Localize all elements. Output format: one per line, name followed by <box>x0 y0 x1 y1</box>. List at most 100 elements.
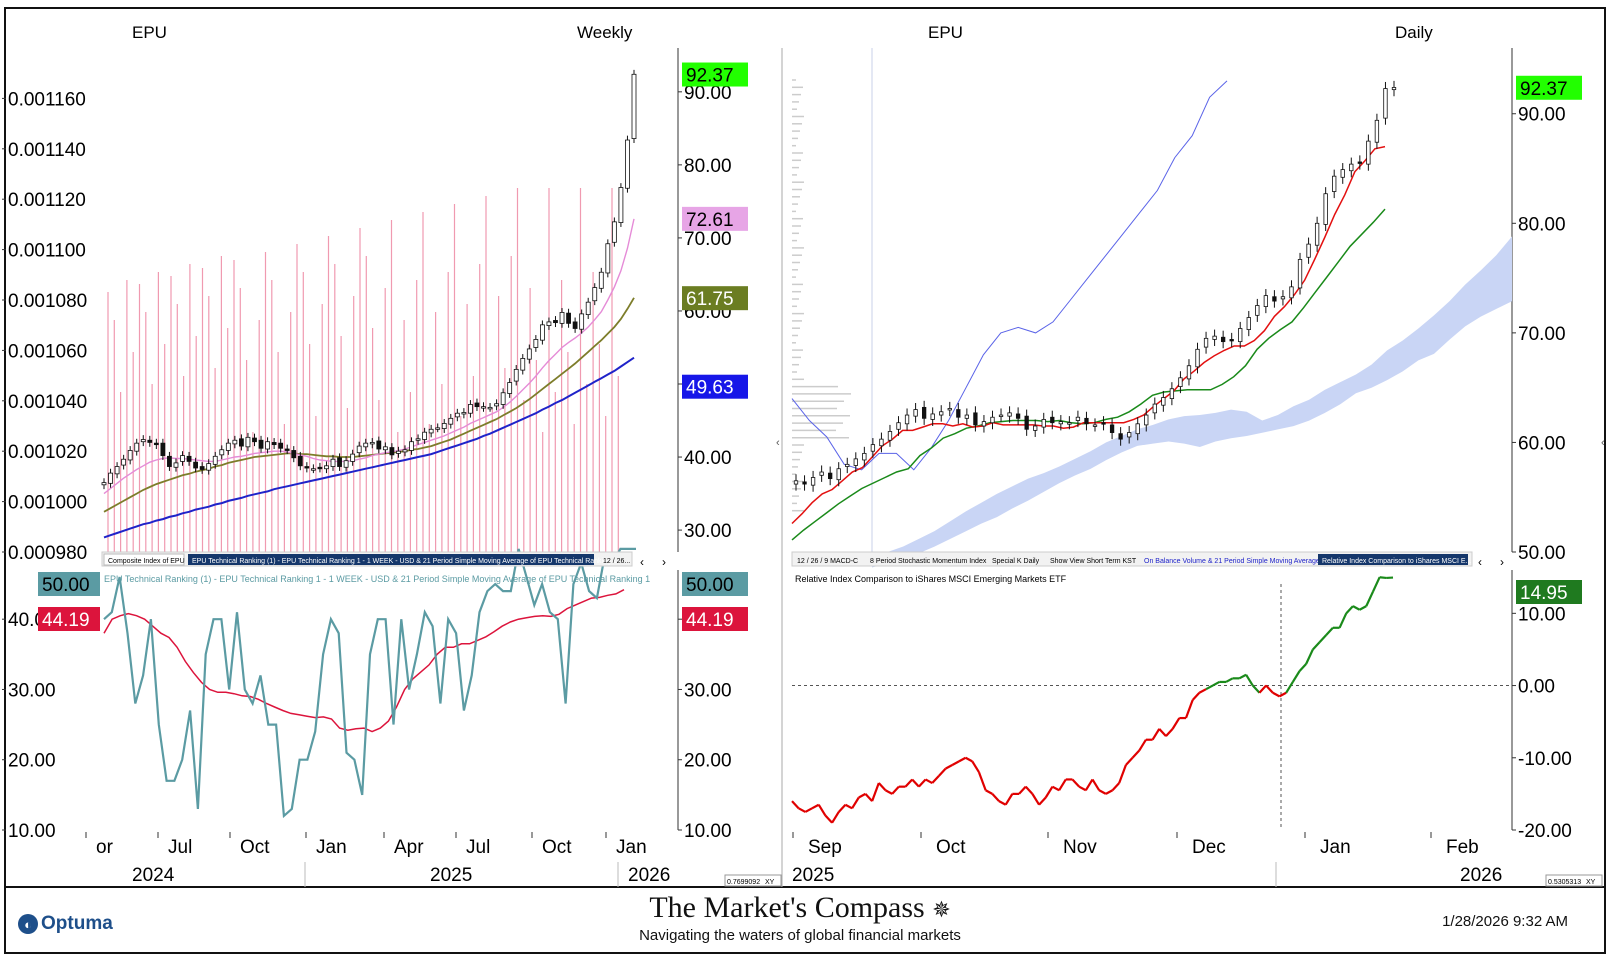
left-scale-box[interactable] <box>724 874 782 887</box>
relative-line-segment <box>1305 648 1314 665</box>
daily-candle <box>887 431 893 441</box>
relative-line-segment <box>931 775 940 784</box>
right-scale-box[interactable] <box>1545 874 1603 887</box>
weekly-candle <box>121 458 127 466</box>
right-tab-label-4[interactable]: On Balance Volume & 21 Period Simple Mov… <box>1144 558 1320 565</box>
relative-line-segment <box>1111 782 1121 792</box>
left-tab-0[interactable] <box>103 553 185 566</box>
relative-line-segment <box>824 814 833 824</box>
relative-line-segment <box>891 785 900 795</box>
daily-candle <box>1323 193 1328 225</box>
weekly-candle <box>350 453 356 462</box>
weekly-candle <box>225 442 231 451</box>
weekly-right-axis-label: 30.00 <box>684 521 732 542</box>
weekly-right-axis-label: 90.00 <box>684 83 732 104</box>
daily-green-line <box>791 208 1386 541</box>
weekly-candle <box>448 417 454 425</box>
weekly-candle <box>441 423 447 429</box>
daily-candle <box>947 408 952 411</box>
weekly-candle <box>559 312 565 324</box>
relative-line-segment <box>1371 576 1381 593</box>
daily-candle <box>1212 335 1217 340</box>
daily-candle <box>1383 88 1388 119</box>
left-period: Weekly <box>577 23 633 42</box>
daily-candle <box>1357 161 1362 164</box>
compass-rose-icon: ✵ <box>932 897 951 922</box>
right-scale-value: 0.5305313 <box>1548 879 1581 886</box>
relative-line-segment <box>1098 789 1107 795</box>
relative-line-segment <box>1004 793 1014 806</box>
right-tab-bar: 12 / 26 / 9 MACD-C 8 Period Stochastic M… <box>791 551 1504 569</box>
ranking-left-badge: 50.00 <box>42 575 90 596</box>
right-tab-prev-icon[interactable]: ‹ <box>1478 555 1482 569</box>
timestamp: 1/28/2026 9:32 AM <box>1442 913 1568 930</box>
relative-line-segment <box>1024 785 1034 795</box>
relative-line-segment <box>884 789 893 795</box>
weekly-candle <box>461 412 467 415</box>
weekly-left-axis-label: 0.001100 <box>8 241 86 262</box>
weekly-price-chart[interactable]: 0.000980 0.001000 0.001020 0.001040 0.001060… <box>2 48 748 564</box>
daily-price-badge-bg <box>1516 75 1582 100</box>
left-x-year-label: 2026 <box>628 865 670 886</box>
right-x-month-label: Oct <box>936 837 966 858</box>
relative-line-segment <box>1212 680 1220 687</box>
weekly-candle <box>108 472 113 484</box>
weekly-sma-olive-line <box>103 297 635 513</box>
relative-line-segment <box>1191 692 1201 701</box>
weekly-candle <box>605 243 611 274</box>
daily-candle <box>1015 413 1021 419</box>
relative-ratio-badge-bg <box>1516 580 1582 604</box>
relative-line-segment <box>1018 785 1027 795</box>
relative-line-segment <box>998 800 1007 806</box>
left-scale-value: 0.7699092 <box>727 879 760 886</box>
left-tab-prev-icon[interactable]: ‹ <box>640 555 644 569</box>
relative-line-segment <box>1071 778 1080 788</box>
daily-candle <box>1152 403 1157 414</box>
daily-candle <box>1203 337 1209 348</box>
right-tab-next-icon[interactable]: › <box>1500 555 1504 569</box>
daily-candle <box>921 406 927 419</box>
left-tab-next-icon[interactable]: › <box>662 555 666 569</box>
relative-line-segment <box>1138 739 1147 752</box>
relative-right-axis-label: 10.00 <box>1518 604 1566 625</box>
relative-line-segment <box>837 803 847 813</box>
left-panel-scroll-icon[interactable]: ‹ <box>776 437 780 449</box>
weekly-candle <box>507 382 513 394</box>
left-tab-bar: Composite Index of EPU EPU Technical Ran… <box>101 551 666 569</box>
daily-candle <box>1186 365 1192 380</box>
daily-candle <box>990 416 995 424</box>
daily-candle <box>1195 348 1200 368</box>
brand-title: The Market's Compass <box>649 891 925 924</box>
left-tab-1[interactable] <box>188 554 594 565</box>
weekly-candle <box>291 450 297 459</box>
optuma-logo-text: Optuma <box>41 913 113 934</box>
daily-candle <box>862 452 867 461</box>
weekly-candle <box>376 440 382 450</box>
daily-right-axis-label: 70.00 <box>1518 324 1566 345</box>
weekly-candle <box>167 455 172 467</box>
right-tab-label-3[interactable]: Show View Short Term KST <box>1050 558 1137 565</box>
right-tab-label-0[interactable]: 12 / 26 / 9 MACD-C <box>797 558 858 565</box>
right-tab-label-2[interactable]: Special K Daily <box>992 558 1040 565</box>
right-panel-scroll-icon[interactable]: ‹ <box>1601 437 1605 449</box>
weekly-candle <box>579 313 585 330</box>
daily-right-axis-label: 50.00 <box>1518 543 1566 564</box>
right-x-month-label: Sep <box>808 837 842 858</box>
daily-candle <box>1144 414 1149 426</box>
weekly-ranking-chart[interactable]: 10.0020.0030.0040.0010.0020.0030.0040.00… <box>2 547 748 842</box>
daily-price-chart[interactable]: 50.00 60.00 70.00 80.00 90.00 92.37 <box>791 48 1582 568</box>
relative-line-segment <box>1338 612 1348 629</box>
daily-candle <box>1135 423 1140 435</box>
relative-line-segment <box>1118 764 1127 784</box>
brand-subtitle: Navigating the waters of global financia… <box>639 927 961 944</box>
relative-line-segment <box>965 756 973 763</box>
weekly-left-axis-label: 0.001160 <box>8 89 86 110</box>
right-tab-label-1[interactable]: 8 Period Stochastic Momentum Index <box>870 558 987 565</box>
daily-candle <box>998 414 1004 417</box>
daily-candle <box>1366 140 1371 165</box>
weekly-candle <box>330 458 336 467</box>
relative-line-segment <box>864 793 873 802</box>
right-tab-5[interactable] <box>1318 554 1468 565</box>
relative-line-segment <box>1131 749 1141 759</box>
